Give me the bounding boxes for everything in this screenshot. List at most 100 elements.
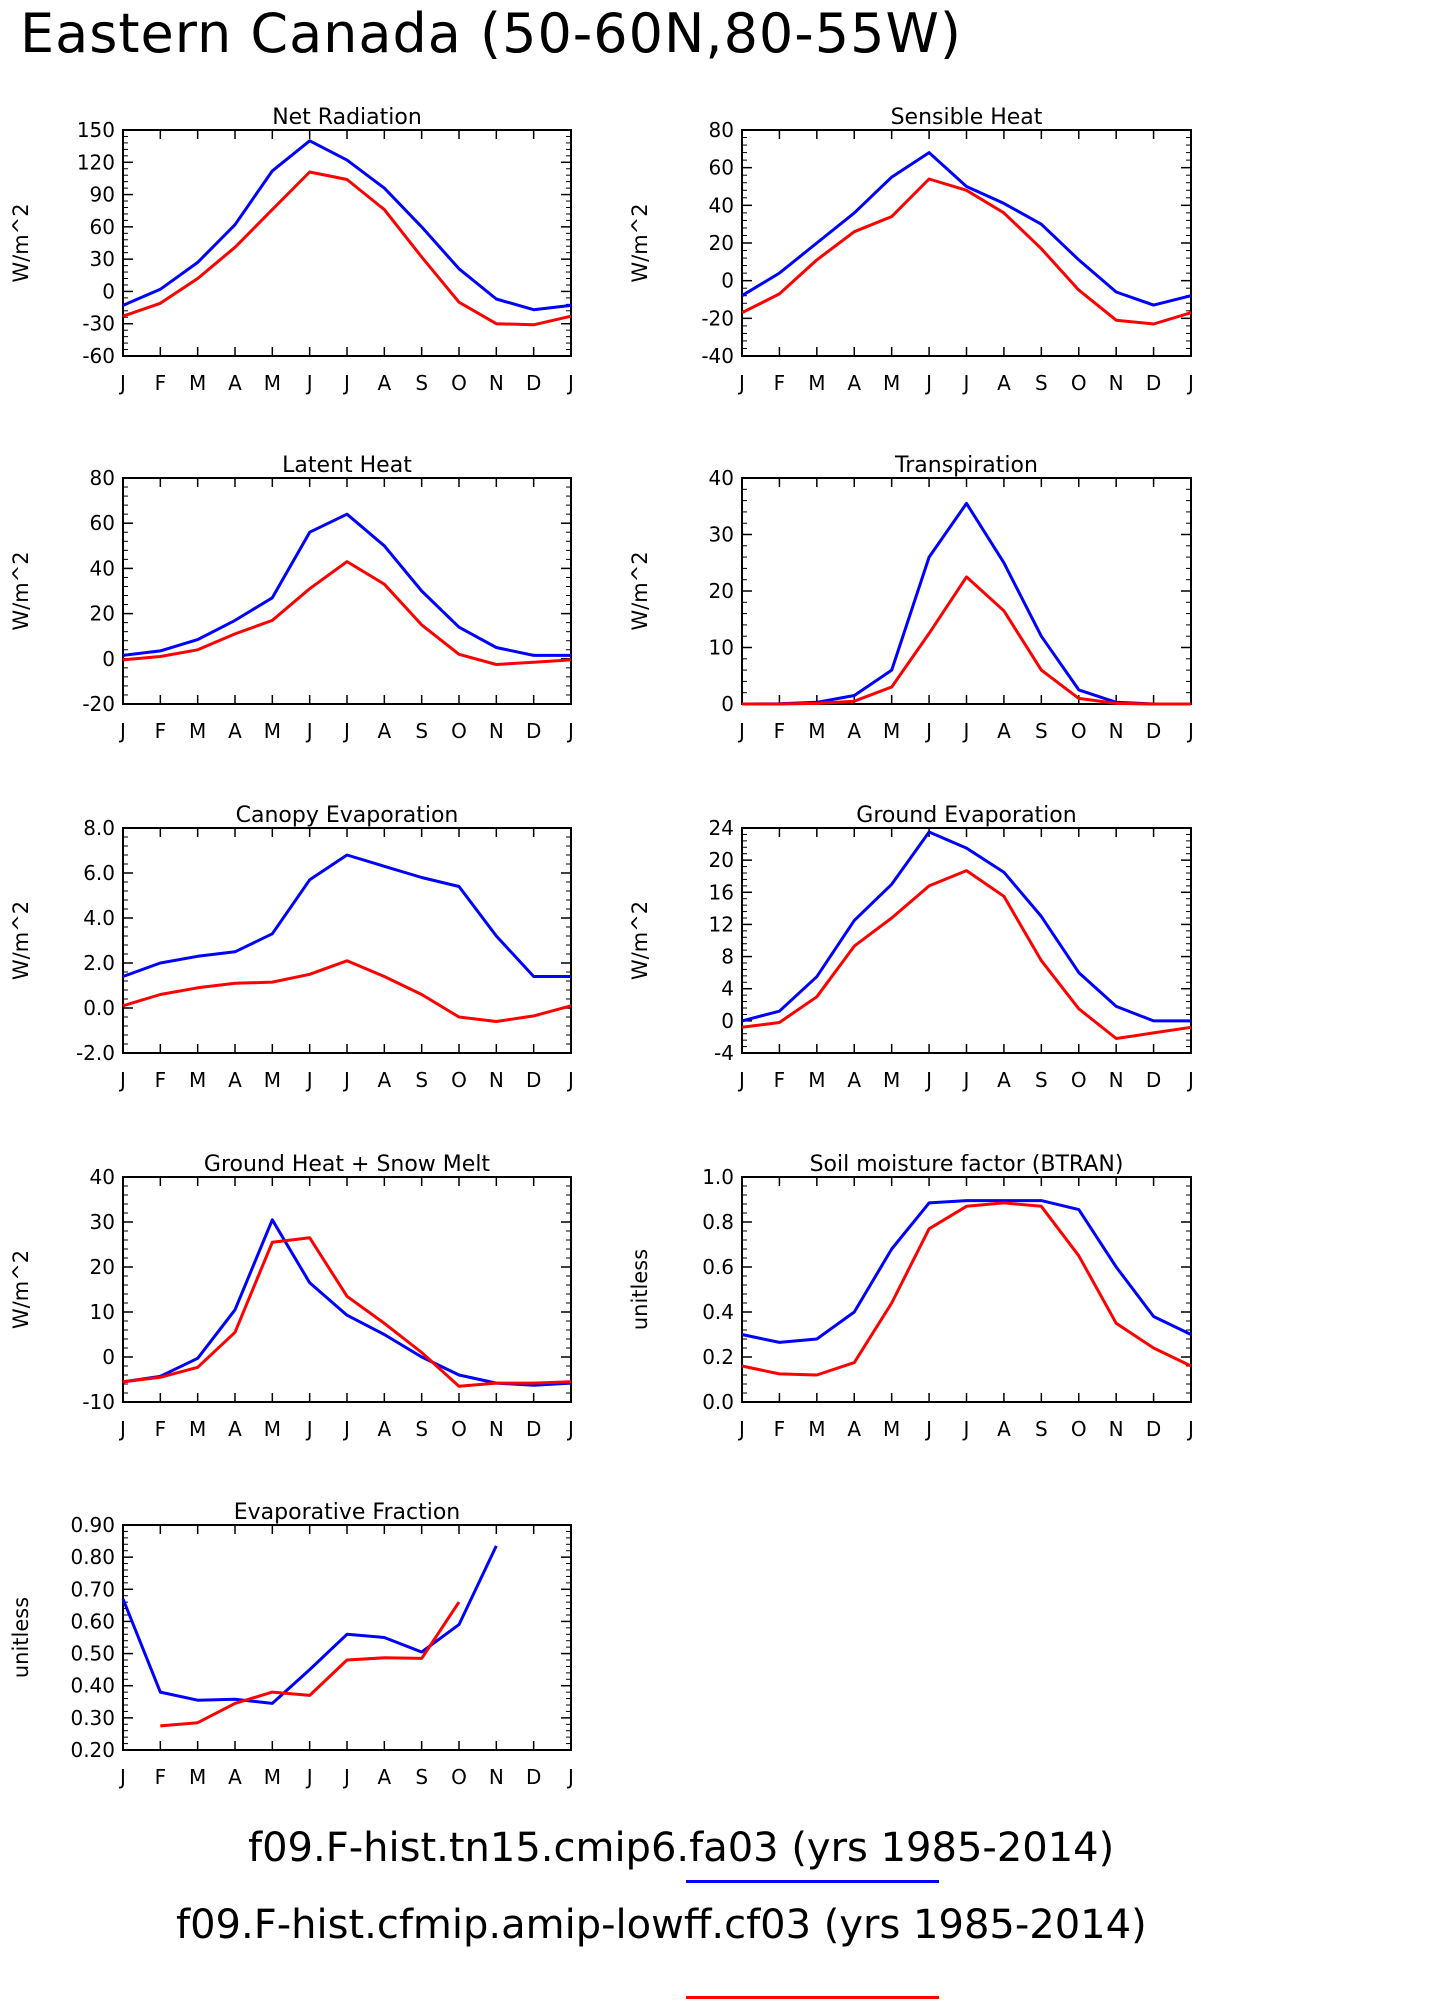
y-tick-label: 8.0 bbox=[83, 816, 115, 840]
x-tick-label: J bbox=[118, 1068, 126, 1092]
x-tick-label: N bbox=[489, 1765, 504, 1789]
x-tick-label: J bbox=[342, 371, 350, 395]
y-axis-label: W/m^2 bbox=[9, 203, 33, 282]
y-tick-label: 60 bbox=[90, 215, 115, 239]
y-tick-label: 20 bbox=[709, 231, 734, 255]
x-tick-label: M bbox=[264, 1068, 281, 1092]
chart-frame bbox=[122, 1524, 572, 1751]
x-tick-label: O bbox=[451, 1765, 467, 1789]
x-tick-label: S bbox=[415, 719, 428, 743]
x-tick-label: M bbox=[264, 1417, 281, 1441]
y-tick-label: -10 bbox=[82, 1390, 115, 1414]
series-1-line bbox=[121, 1545, 498, 1705]
x-tick-label: F bbox=[155, 1417, 167, 1441]
y-tick-label: 0 bbox=[102, 1345, 115, 1369]
x-tick-label: M bbox=[189, 1765, 206, 1789]
x-tick-label: F bbox=[155, 371, 167, 395]
y-tick-label: 0.70 bbox=[70, 1577, 115, 1601]
x-tick-label: N bbox=[1109, 719, 1124, 743]
y-tick-label: 4 bbox=[721, 977, 734, 1001]
page-title: Eastern Canada (50-60N,80-55W) bbox=[20, 2, 962, 65]
y-tick-label: 0.50 bbox=[70, 1642, 115, 1666]
x-tick-label: J bbox=[305, 1068, 313, 1092]
x-tick-label: M bbox=[808, 1417, 825, 1441]
y-tick-label: 16 bbox=[709, 880, 734, 904]
chart-panel-9: J F M A M J J A S O N D J0.200.300.400.500.600.700.8… bbox=[9, 1500, 574, 1789]
x-tick-label: J bbox=[305, 371, 313, 395]
y-axis-label: unitless bbox=[9, 1597, 33, 1678]
chart-title: Ground Heat + Snow Melt bbox=[204, 1152, 491, 1177]
x-tick-label: J bbox=[737, 1068, 745, 1092]
x-tick-label: J bbox=[342, 1068, 350, 1092]
x-tick-label: A bbox=[847, 719, 861, 743]
x-tick-label: O bbox=[1071, 371, 1087, 395]
x-tick-label: J bbox=[566, 719, 574, 743]
x-tick-label: M bbox=[808, 719, 825, 743]
y-tick-label: 0 bbox=[721, 1009, 734, 1033]
x-tick-label: S bbox=[415, 1765, 428, 1789]
y-tick-label: 60 bbox=[90, 511, 115, 535]
x-tick-label: A bbox=[997, 1417, 1011, 1441]
x-tick-label: M bbox=[264, 719, 281, 743]
x-tick-label: O bbox=[451, 1068, 467, 1092]
x-tick-label: D bbox=[526, 371, 541, 395]
x-tick-label: M bbox=[883, 719, 900, 743]
x-tick-label: A bbox=[377, 1765, 391, 1789]
x-tick-label: D bbox=[1146, 719, 1161, 743]
x-tick-label: M bbox=[883, 371, 900, 395]
y-tick-label: -2.0 bbox=[76, 1041, 115, 1065]
x-tick-label: A bbox=[997, 1068, 1011, 1092]
x-tick-label: J bbox=[962, 371, 970, 395]
chart-title: Ground Evaporation bbox=[856, 803, 1076, 828]
y-tick-label: 0.8 bbox=[702, 1210, 734, 1234]
y-tick-label: -30 bbox=[82, 312, 115, 336]
x-tick-label: N bbox=[489, 371, 504, 395]
legend-entry-2-swatch bbox=[686, 1996, 939, 1999]
x-tick-label: J bbox=[305, 1765, 313, 1789]
chart-title: Canopy Evaporation bbox=[236, 803, 459, 828]
x-tick-label: A bbox=[228, 1068, 242, 1092]
x-tick-label: J bbox=[962, 719, 970, 743]
y-tick-label: 0.0 bbox=[702, 1390, 734, 1414]
x-tick-label: J bbox=[118, 1765, 126, 1789]
y-tick-label: -20 bbox=[82, 692, 115, 716]
x-tick-label: S bbox=[1035, 719, 1048, 743]
x-tick-label: M bbox=[189, 1068, 206, 1092]
x-tick-label: J bbox=[1186, 1068, 1194, 1092]
x-tick-label: A bbox=[377, 1068, 391, 1092]
y-tick-label: 0.40 bbox=[70, 1674, 115, 1698]
y-tick-label: 24 bbox=[709, 816, 734, 840]
x-tick-label: N bbox=[489, 1068, 504, 1092]
x-tick-label: A bbox=[377, 719, 391, 743]
x-tick-label: O bbox=[451, 1417, 467, 1441]
x-tick-label: O bbox=[451, 371, 467, 395]
x-tick-label: S bbox=[1035, 1068, 1048, 1092]
y-tick-label: 0.6 bbox=[702, 1255, 734, 1279]
x-tick-label: M bbox=[264, 371, 281, 395]
y-tick-label: 30 bbox=[90, 247, 115, 271]
x-tick-label: A bbox=[997, 371, 1011, 395]
series-2-line bbox=[160, 1601, 461, 1728]
x-tick-label: F bbox=[774, 1068, 786, 1092]
x-tick-label: S bbox=[415, 1417, 428, 1441]
series-1-line bbox=[122, 512, 571, 657]
x-tick-label: N bbox=[489, 719, 504, 743]
y-tick-label: 0 bbox=[102, 647, 115, 671]
y-tick-label: 0 bbox=[721, 269, 734, 293]
x-tick-label: F bbox=[155, 1068, 167, 1092]
y-tick-label: 1.0 bbox=[702, 1165, 734, 1189]
y-axis-label: unitless bbox=[628, 1249, 652, 1330]
x-tick-label: O bbox=[1071, 1417, 1087, 1441]
y-tick-label: 8 bbox=[721, 945, 734, 969]
chart-title: Latent Heat bbox=[282, 453, 412, 478]
y-tick-label: 30 bbox=[709, 523, 734, 547]
y-tick-label: -40 bbox=[701, 344, 734, 368]
chart-frame bbox=[741, 827, 1192, 1054]
chart-frame bbox=[741, 1176, 1192, 1403]
x-tick-label: M bbox=[808, 1068, 825, 1092]
x-tick-label: M bbox=[883, 1068, 900, 1092]
x-tick-label: J bbox=[342, 1417, 350, 1441]
x-tick-label: J bbox=[566, 1068, 574, 1092]
